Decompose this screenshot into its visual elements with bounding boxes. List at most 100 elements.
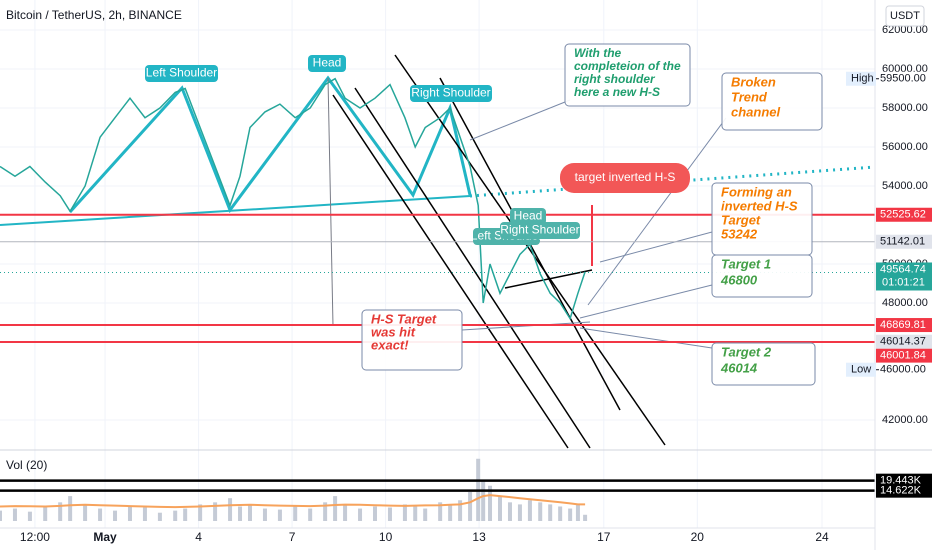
volume-bar (333, 496, 338, 521)
label-text: Left Shoulder (146, 66, 217, 80)
y-tick-label: 56000.00 (882, 141, 928, 153)
callout-box (711, 254, 813, 298)
volume-bar (308, 508, 313, 521)
y-tick-label: 42000.00 (882, 414, 928, 426)
x-tick-label: 20 (691, 530, 705, 544)
volume-bar (113, 510, 118, 521)
volume-bar (488, 485, 493, 521)
axes: 42000.0048000.0050000.0054000.0056000.00… (20, 24, 932, 544)
volume-bar (27, 511, 32, 521)
callout-line (579, 284, 713, 319)
callout-line (579, 327, 713, 349)
volume-bar (43, 506, 48, 521)
volume-bar (527, 500, 532, 521)
price-level-label: 52525.62 (880, 209, 926, 221)
x-tick-label: 17 (597, 530, 611, 544)
volume-ma (0, 494, 586, 509)
volume-bar (498, 496, 502, 521)
volume-title: Vol (20) (6, 458, 47, 472)
label-tag (500, 222, 580, 239)
callout-text: Target (721, 212, 761, 227)
volume-bar (157, 512, 162, 521)
current-price-label-countdown: 01:01:21 (882, 276, 925, 288)
price-level-label: 51142.01 (880, 236, 925, 248)
callout-text: Target 1 (721, 256, 771, 271)
high-label-box (876, 71, 932, 86)
callout-text: here a new H-S (574, 85, 660, 99)
channel-line (332, 94, 569, 449)
x-tick-label: 4 (195, 530, 202, 544)
current-price-label-box (876, 262, 932, 291)
callout-text: channel (731, 104, 781, 119)
label-tag (510, 208, 546, 225)
volume-bar (248, 504, 252, 521)
volume-level-box (876, 483, 932, 498)
volume-bar (12, 508, 17, 521)
volume-level-label: 14.622K (880, 485, 922, 497)
high-label-tag: High (851, 73, 874, 85)
callout-text: 53242 (721, 226, 758, 241)
callout-box (721, 72, 823, 131)
label-text: Right Shoulder (500, 223, 579, 237)
volume-bar (343, 504, 348, 521)
currency-box[interactable] (885, 5, 925, 27)
volume-bar (238, 506, 243, 521)
callout-text: With the (574, 46, 622, 60)
volume-bar (468, 491, 473, 521)
currency: USDT (890, 10, 920, 22)
price-level-label: 46869.81 (880, 319, 926, 331)
volume-bar (517, 504, 522, 521)
label-tag (560, 163, 690, 193)
volume-bar (507, 502, 512, 521)
high-label-tag-box (846, 71, 876, 86)
price-level-label-box (876, 334, 932, 349)
price-level-label-box (876, 207, 932, 222)
price-level-label-box (876, 234, 932, 249)
callout-box (564, 43, 691, 107)
x-tick-label: 7 (289, 530, 296, 544)
volume-bar (173, 510, 178, 521)
callout-text: completeion of the (574, 59, 681, 73)
price-level-label: 46001.84 (880, 350, 926, 362)
price-level-label-box (876, 318, 932, 333)
head-line (327, 77, 334, 327)
volume-bar (358, 508, 363, 521)
volume-bar (98, 508, 103, 521)
volume-bar (548, 504, 553, 521)
callout-text: Broken (731, 74, 776, 89)
label-text: Head (313, 56, 342, 70)
callout-text: exact! (371, 337, 409, 352)
callout-line (599, 231, 713, 263)
label-text: target inverted H-S (575, 170, 676, 184)
callout-text: Target 2 (721, 344, 772, 359)
volume-bar (448, 504, 453, 521)
channel-line (394, 54, 666, 446)
volume-bar (583, 514, 588, 521)
label-tag (145, 65, 218, 82)
price-level-label: 46014.37 (880, 336, 926, 348)
volume-level-label: 19.443K (880, 475, 922, 487)
channel-line (354, 87, 591, 449)
x-tick-label: 12:00 (20, 530, 50, 544)
callout-box (711, 342, 816, 386)
volume-bar (68, 496, 73, 521)
label-tag (308, 55, 346, 72)
y-tick-label: 58000.00 (882, 102, 928, 114)
volume-bar (228, 498, 233, 521)
callout-box (361, 309, 463, 371)
volume-bar (387, 507, 392, 521)
volume-bar (293, 506, 298, 521)
volume-bar (438, 502, 443, 521)
volume-bar (481, 479, 486, 521)
callout-text: Trend (731, 89, 768, 104)
volume-bar (323, 502, 328, 521)
trend-line (0, 195, 471, 226)
y-tick-label: 54000.00 (882, 180, 928, 192)
volume-bar (142, 507, 147, 521)
callout-text: inverted H-S (721, 198, 798, 213)
y-tick-label: 48000.00 (882, 297, 928, 309)
label-text: Head (514, 209, 543, 223)
volume-bar (413, 506, 418, 521)
